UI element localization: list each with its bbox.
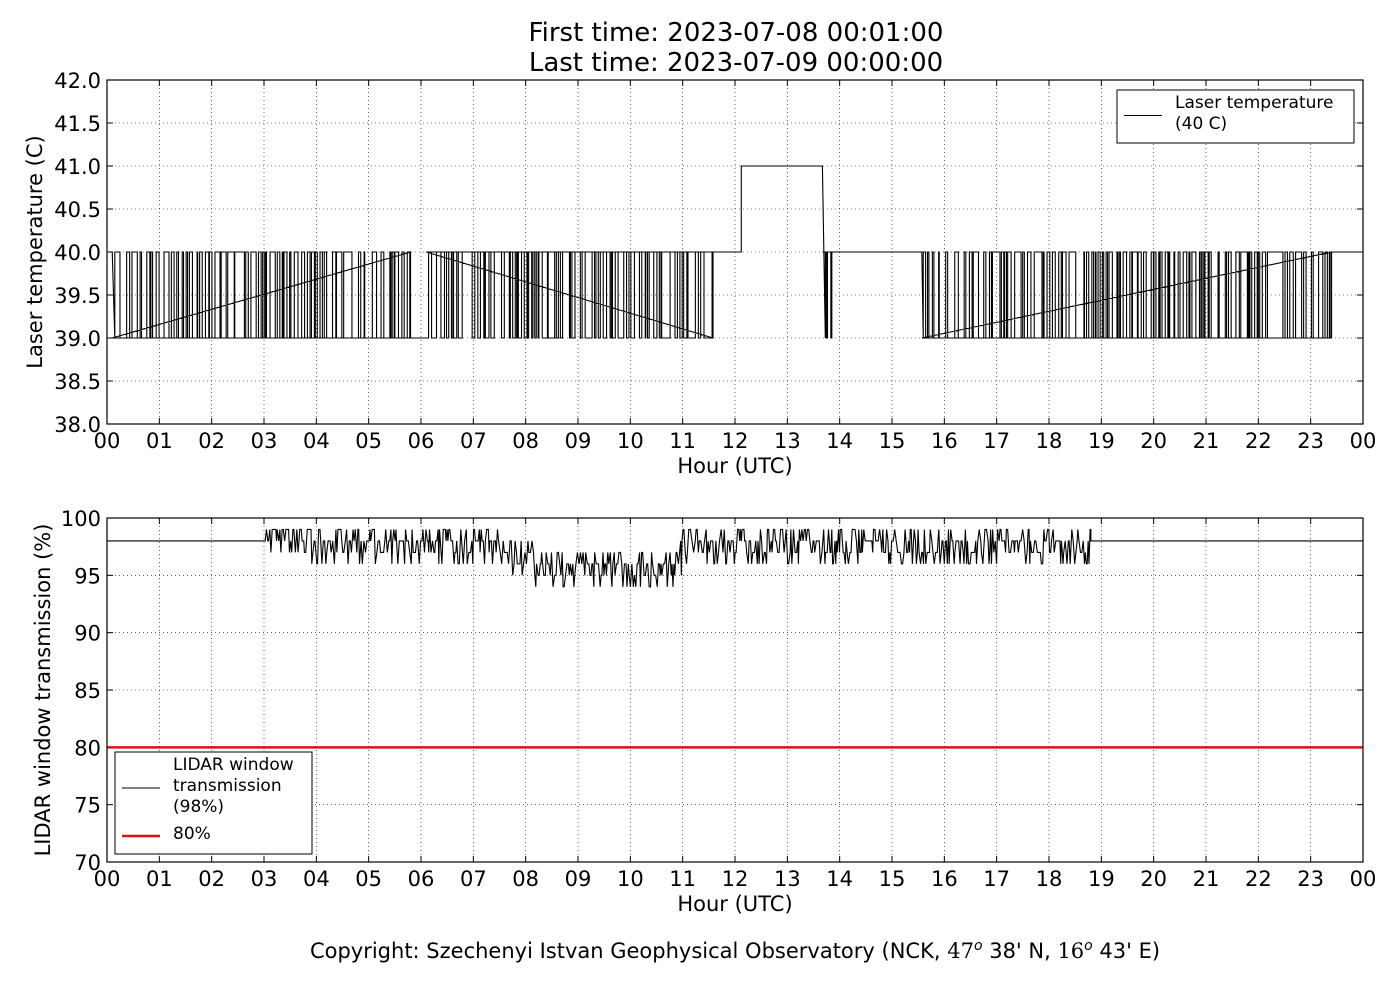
x-tick-label: 08 [512, 429, 539, 453]
x-tick-label: 21 [1193, 429, 1220, 453]
x-tick-label: 19 [1088, 429, 1115, 453]
x-tick-label: 20 [1140, 867, 1167, 891]
y-tick-label: 42.0 [54, 69, 101, 93]
x-tick-label: 08 [512, 867, 539, 891]
x-tick-label: 06 [408, 429, 435, 453]
y-tick-label: 95 [74, 564, 101, 588]
y-tick-label: 100 [61, 507, 101, 531]
x-tick-label: 05 [355, 867, 382, 891]
x-axis-label: Hour (UTC) [677, 454, 792, 478]
x-tick-label: 00 [94, 429, 121, 453]
laser-temperature-panel: 00 01 02 03 04 05 06 07 08 09 10 11 12 13 14 15 16 17 18 19… [23, 69, 1376, 478]
x-tick-label: 20 [1140, 429, 1167, 453]
x-tick-label: 15 [879, 867, 906, 891]
y-tick-label: 41.5 [54, 112, 101, 136]
latitude-degree-mark: o [973, 938, 983, 954]
y-axis-label: LIDAR window transmission (%) [31, 524, 55, 857]
x-tick-label: 00 [1350, 429, 1377, 453]
latitude-rest: 38' N, [982, 939, 1058, 963]
legend-label: (40 C) [1175, 114, 1227, 134]
x-tick-label: 16 [931, 429, 958, 453]
y-tick-label: 75 [74, 794, 101, 818]
x-tick-label: 09 [565, 429, 592, 453]
latitude-degrees: 47 [947, 939, 974, 963]
x-tick-label: 21 [1193, 867, 1220, 891]
x-tick-label: 17 [983, 429, 1010, 453]
x-tick-label: 19 [1088, 867, 1115, 891]
x-tick-label: 18 [1036, 429, 1063, 453]
legend-label: LIDAR window [173, 755, 294, 775]
longitude-degrees: 16 [1057, 939, 1085, 963]
x-tick-label: 05 [355, 429, 382, 453]
x-tick-label: 23 [1297, 429, 1324, 453]
y-tick-label: 38.0 [54, 413, 101, 437]
copyright-footer: Copyright: Szechenyi Istvan Geophysical … [0, 938, 1400, 963]
y-tick-label: 80 [74, 736, 101, 760]
y-tick-label: 70 [74, 851, 101, 875]
x-tick-label: 01 [146, 867, 173, 891]
y-tick-label: 85 [74, 679, 101, 703]
legend-label: Laser temperature [1175, 93, 1333, 113]
x-tick-label: 22 [1245, 867, 1272, 891]
x-tick-label: 01 [146, 429, 173, 453]
lidar-transmission-panel: 00 01 02 03 04 05 06 07 08 09 10 11 12 13 14 15 16 17 18 19… [31, 507, 1376, 916]
x-tick-label: 14 [826, 429, 853, 453]
x-tick-label: 13 [774, 867, 801, 891]
x-tick-label: 10 [617, 867, 644, 891]
y-tick-label: 41.0 [54, 155, 101, 179]
x-tick-label: 11 [669, 429, 696, 453]
x-tick-label: 03 [251, 867, 278, 891]
legend: Laser temperature(40 C) [1116, 89, 1355, 144]
x-tick-label: 14 [826, 867, 853, 891]
plot-frame [106, 517, 1364, 863]
x-tick-label: 11 [669, 867, 696, 891]
longitude-degree-mark: o [1084, 938, 1093, 954]
x-tick-label: 16 [931, 867, 958, 891]
x-tick-label: 12 [722, 867, 749, 891]
x-tick-label: 18 [1036, 867, 1063, 891]
y-axis-label: Laser temperature (C) [23, 135, 47, 368]
x-tick-label: 09 [565, 867, 592, 891]
legend-label: (98%) [173, 797, 224, 817]
x-tick-label: 07 [460, 429, 487, 453]
x-tick-label: 23 [1297, 867, 1324, 891]
x-tick-label: 00 [94, 867, 121, 891]
y-tick-label: 40.5 [54, 198, 101, 222]
legend-label: 80% [173, 824, 211, 844]
series-line [107, 165, 1363, 339]
y-tick-label: 40.0 [54, 241, 101, 265]
y-tick-label: 38.5 [54, 370, 101, 394]
x-tick-label: 02 [198, 429, 225, 453]
y-tick-label: 39.5 [54, 284, 101, 308]
legend-box [1116, 89, 1355, 144]
x-tick-label: 02 [198, 867, 225, 891]
copyright-prefix: Copyright: Szechenyi Istvan Geophysical … [309, 939, 948, 963]
x-tick-label: 03 [251, 429, 278, 453]
series-line [107, 528, 1363, 588]
x-tick-label: 22 [1245, 429, 1272, 453]
x-axis-label: Hour (UTC) [677, 892, 792, 916]
x-tick-label: 15 [879, 429, 906, 453]
chart-title-line-1: First time: 2023-07-08 00:01:00 [528, 18, 944, 48]
legend-label: transmission [173, 776, 282, 796]
x-tick-label: 00 [1350, 867, 1377, 891]
x-tick-label: 07 [460, 867, 487, 891]
chart-title-line-2: Last time: 2023-07-09 00:00:00 [528, 48, 944, 78]
x-tick-label: 04 [303, 429, 330, 453]
x-tick-label: 04 [303, 867, 330, 891]
x-tick-label: 10 [617, 429, 644, 453]
y-tick-label: 90 [74, 622, 101, 646]
y-tick-label: 39.0 [54, 327, 101, 351]
longitude-rest: 43' E) [1092, 939, 1161, 963]
plot-frame [106, 79, 1364, 425]
x-tick-label: 12 [722, 429, 749, 453]
x-tick-label: 06 [408, 867, 435, 891]
x-tick-label: 17 [983, 867, 1010, 891]
x-tick-label: 13 [774, 429, 801, 453]
